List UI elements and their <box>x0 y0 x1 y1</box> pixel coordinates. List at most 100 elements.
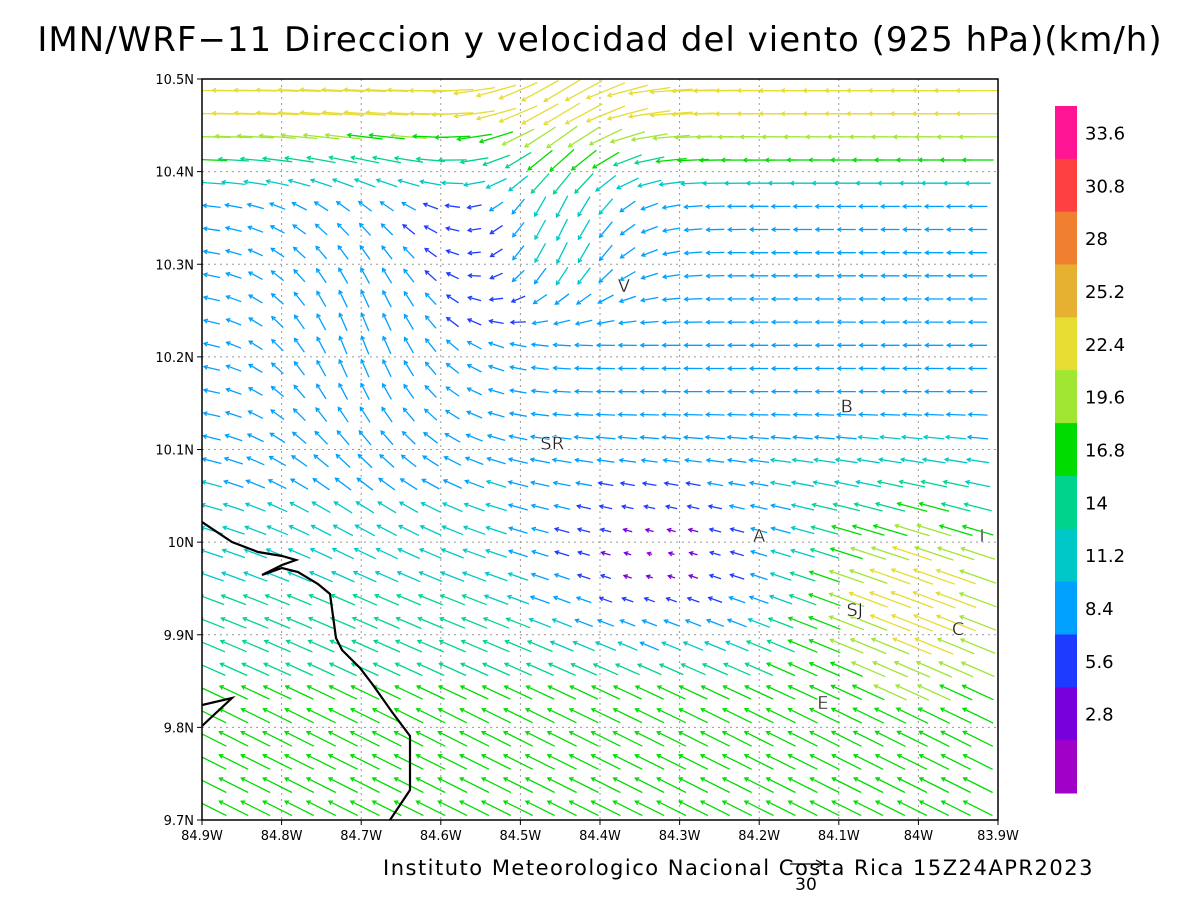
wind-arrow <box>748 457 770 464</box>
wind-arrow <box>646 551 653 557</box>
wind-arrow <box>880 296 900 302</box>
wind-arrow <box>223 456 244 465</box>
place-label: SR <box>540 434 564 455</box>
wind-arrow <box>787 662 818 677</box>
wind-arrow <box>770 526 791 534</box>
wind-arrow <box>766 639 795 653</box>
wind-arrow <box>902 365 922 371</box>
wind-arrow <box>287 547 311 559</box>
wind-arrow <box>293 314 305 330</box>
wind-arrow <box>241 639 269 653</box>
wind-arrow <box>403 313 414 331</box>
wind-arrow <box>915 660 953 678</box>
wind-arrow <box>836 319 856 325</box>
wind-arrow <box>568 730 599 747</box>
wind-arrow <box>857 434 879 440</box>
wind-arrow <box>202 180 224 186</box>
wind-arrow <box>770 434 791 440</box>
wind-arrow <box>858 226 878 233</box>
wind-arrow <box>661 227 681 234</box>
wind-arrow <box>292 224 307 235</box>
wind-arrow <box>315 406 328 422</box>
wind-arrow <box>288 524 310 536</box>
wind-arrow <box>298 87 343 93</box>
wind-arrow <box>482 639 510 653</box>
wind-arrow <box>417 616 444 629</box>
wind-arrow <box>286 593 312 606</box>
wind-arrow <box>306 155 336 164</box>
wind-arrow <box>416 662 445 677</box>
wind-arrow <box>627 86 671 96</box>
y-tick-label: 10.2N <box>155 351 194 366</box>
wind-arrow <box>424 247 437 258</box>
wind-arrow <box>373 616 400 630</box>
wind-arrow <box>590 777 621 794</box>
wind-arrow <box>769 457 792 464</box>
wind-arrow <box>289 501 310 513</box>
wind-arrow <box>576 573 591 580</box>
wind-arrow <box>529 457 551 464</box>
colorbar-swatch <box>1055 581 1077 635</box>
wind-arrow <box>704 203 725 210</box>
wind-arrow <box>261 156 293 163</box>
wind-arrow <box>901 411 922 418</box>
wind-arrow <box>487 341 505 349</box>
wind-arrow <box>945 319 966 325</box>
place-label: A <box>753 526 766 547</box>
wind-arrow <box>262 754 293 770</box>
wind-arrow <box>640 225 658 234</box>
wind-arrow <box>967 203 988 209</box>
wind-arrow <box>554 550 570 557</box>
wind-arrow <box>524 754 555 770</box>
wind-arrow <box>459 707 490 724</box>
wind-arrow <box>225 364 242 372</box>
wind-arrow <box>945 203 966 209</box>
wind-arrow <box>349 707 380 724</box>
wind-arrow <box>748 389 769 395</box>
wind-arrow <box>314 223 328 236</box>
wind-arrow <box>726 389 747 395</box>
x-tick-label: 84.3W <box>659 829 701 844</box>
wind-arrow <box>293 384 306 399</box>
wind-arrow <box>266 525 289 536</box>
wind-arrow <box>612 707 643 724</box>
wind-arrow <box>397 547 420 560</box>
wind-arrow <box>552 595 571 604</box>
wind-arrow <box>596 618 615 627</box>
wind-arrow <box>898 479 926 488</box>
wind-arrow <box>439 594 466 606</box>
wind-arrow <box>575 504 592 510</box>
wind-arrow <box>394 662 423 677</box>
wind-arrow <box>335 200 351 212</box>
wind-arrow <box>568 777 599 794</box>
wind-arrow <box>787 754 818 770</box>
wind-arrow <box>487 387 505 395</box>
wind-arrow <box>858 250 878 256</box>
wind-arrow <box>967 319 988 325</box>
wind-arrow <box>661 434 681 441</box>
wind-arrow <box>460 639 488 653</box>
wind-arrow <box>292 246 306 259</box>
wind-arrow <box>236 133 274 139</box>
wind-arrow <box>792 226 812 233</box>
wind-arrow <box>551 434 572 440</box>
wind-arrow <box>225 271 242 279</box>
wind-arrow <box>848 614 888 632</box>
wind-arrow <box>770 250 791 256</box>
wind-arrow <box>381 267 393 284</box>
wind-arrow <box>368 132 405 140</box>
wind-arrow <box>962 753 993 770</box>
wind-arrow <box>445 272 459 280</box>
wind-arrow <box>240 707 271 724</box>
wind-arrow <box>792 319 812 325</box>
wind-arrow <box>938 684 973 701</box>
wind-arrow <box>957 134 997 140</box>
wind-arrow <box>912 568 956 585</box>
wind-arrow <box>788 593 817 606</box>
wind-arrow <box>338 289 348 308</box>
y-tick-label: 10.4N <box>155 166 194 181</box>
wind-arrow <box>814 226 834 233</box>
wind-arrow <box>306 662 335 677</box>
wind-arrow <box>612 777 643 794</box>
wind-arrow <box>896 501 928 513</box>
